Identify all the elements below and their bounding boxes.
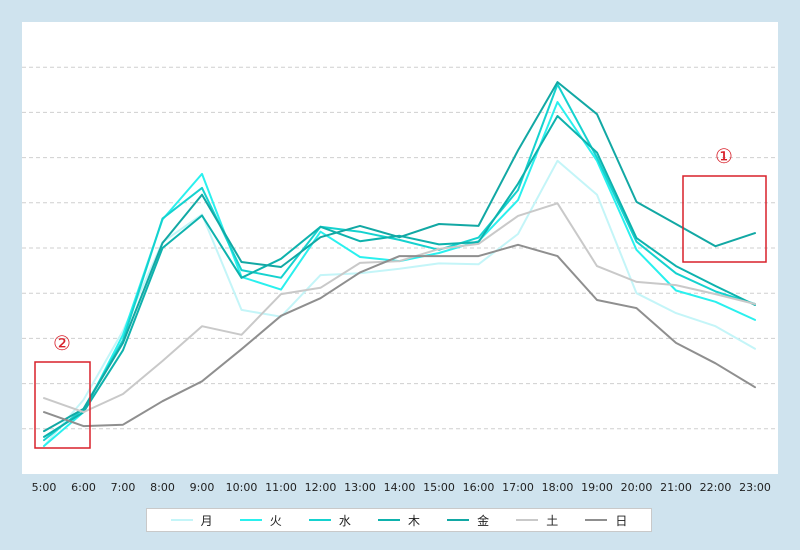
x-tick-label: 8:00 [150,481,175,494]
series-line-5 [43,202,756,414]
x-tick-label: 21:00 [660,481,692,494]
legend-swatch [239,519,262,521]
legend-swatch [585,519,608,521]
legend-label: 土 [546,513,559,528]
x-tick-label: 6:00 [71,481,96,494]
callout-box-1 [682,175,767,263]
legend-swatch [308,519,331,521]
legend-swatch [447,519,470,521]
legend-item: 火 [239,512,282,529]
series-line-6 [43,243,756,428]
series-layer [43,81,756,447]
x-tick-label: 9:00 [190,481,215,494]
x-tick-label: 14:00 [384,481,416,494]
legend-label: 木 [407,513,420,528]
x-tick-label: 18:00 [542,481,574,494]
legend-label: 日 [615,513,628,528]
x-tick-label: 15:00 [423,481,455,494]
x-tick-label: 12:00 [305,481,337,494]
x-tick-label: 19:00 [581,481,613,494]
x-tick-label: 17:00 [502,481,534,494]
callout-label-2: ② [53,331,71,355]
x-tick-label: 5:00 [32,481,57,494]
legend-label: 月 [200,513,213,528]
x-tick-label: 11:00 [265,481,297,494]
legend-item: 日 [585,512,627,529]
x-axis-ticks: 5:00 6:00 7:00 8:00 9:00 10:00 11:00 12:00 13:00… [32,481,771,494]
legend-label: 水 [338,513,351,528]
legend-swatch [516,519,539,521]
legend-item: 土 [516,512,558,529]
grid-layer [22,66,778,430]
x-tick-label: 20:00 [621,481,653,494]
x-tick-label: 23:00 [739,481,771,494]
legend-swatch [170,519,193,521]
legend-swatch [377,519,400,521]
chart-legend: 月火水木金土日 [146,508,652,532]
series-line-4 [43,81,756,433]
legend-item: 月 [170,512,213,529]
x-tick-label: 10:00 [226,481,258,494]
series-line-0 [43,159,756,447]
x-tick-label: 22:00 [700,481,732,494]
x-tick-label: 13:00 [344,481,376,494]
x-tick-label: 7:00 [111,481,136,494]
legend-label: 金 [477,513,490,528]
x-tick-label: 16:00 [463,481,495,494]
legend-item: 水 [308,512,351,529]
callout-box-2 [34,361,91,449]
legend-item: 金 [447,512,489,529]
legend-item: 木 [377,512,420,529]
legend-label: 火 [269,513,282,528]
series-line-3 [43,115,756,438]
series-line-2 [43,83,756,442]
annotation-layer: ① ② [34,144,767,449]
callout-label-1: ① [715,144,733,168]
